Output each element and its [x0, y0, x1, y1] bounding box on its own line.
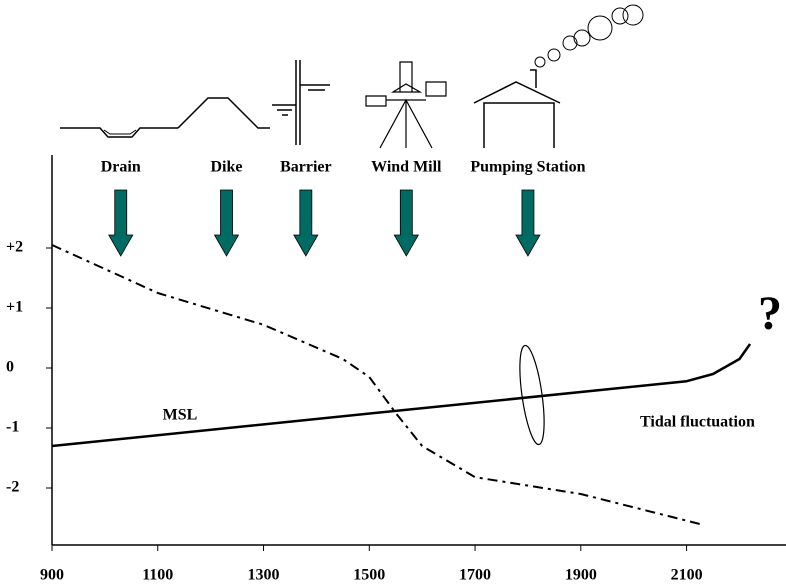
- x-tick-label: 900: [40, 567, 64, 584]
- drain-icon: [60, 127, 178, 138]
- windmill-icon: [365, 61, 447, 149]
- event-label: Wind Mill: [371, 159, 442, 176]
- y-tick-label: -2: [6, 479, 19, 496]
- event-arrow: [393, 189, 419, 257]
- question-mark: ?: [758, 287, 782, 340]
- x-tick-label: 1100: [142, 567, 173, 584]
- drain-water: [103, 129, 137, 135]
- x-tick-label: 1300: [248, 567, 280, 584]
- msl-label: MSL: [163, 407, 198, 424]
- y-tick-label: -1: [6, 419, 19, 436]
- x-tick-label: 1900: [565, 567, 597, 584]
- event-arrow: [515, 189, 541, 257]
- icons: [60, 4, 644, 149]
- y-tick-label: 0: [6, 359, 14, 376]
- dike-icon: [177, 97, 270, 129]
- x-tick-label: 1700: [459, 567, 491, 584]
- event-arrow: [293, 189, 319, 257]
- barrier-icon: [272, 60, 330, 145]
- event-label: Barrier: [280, 159, 332, 176]
- event-label: Drain: [101, 159, 141, 176]
- pumping-station-icon: [473, 69, 561, 148]
- x-tick-label: 1500: [353, 567, 385, 584]
- tidal-ellipse: [519, 344, 545, 446]
- event-label: Pumping Station: [470, 159, 585, 176]
- tidal-label: Tidal fluctuation: [640, 414, 755, 431]
- x-tick-label: 2100: [671, 567, 703, 584]
- event-arrow: [108, 189, 134, 257]
- y-tick-label: +1: [6, 299, 23, 316]
- y-tick-label: +2: [6, 239, 23, 256]
- line-series: [51, 343, 752, 448]
- event-arrow: [213, 189, 240, 257]
- event-label: Dike: [211, 159, 243, 176]
- smoke: [534, 4, 644, 68]
- line-series: [51, 244, 701, 525]
